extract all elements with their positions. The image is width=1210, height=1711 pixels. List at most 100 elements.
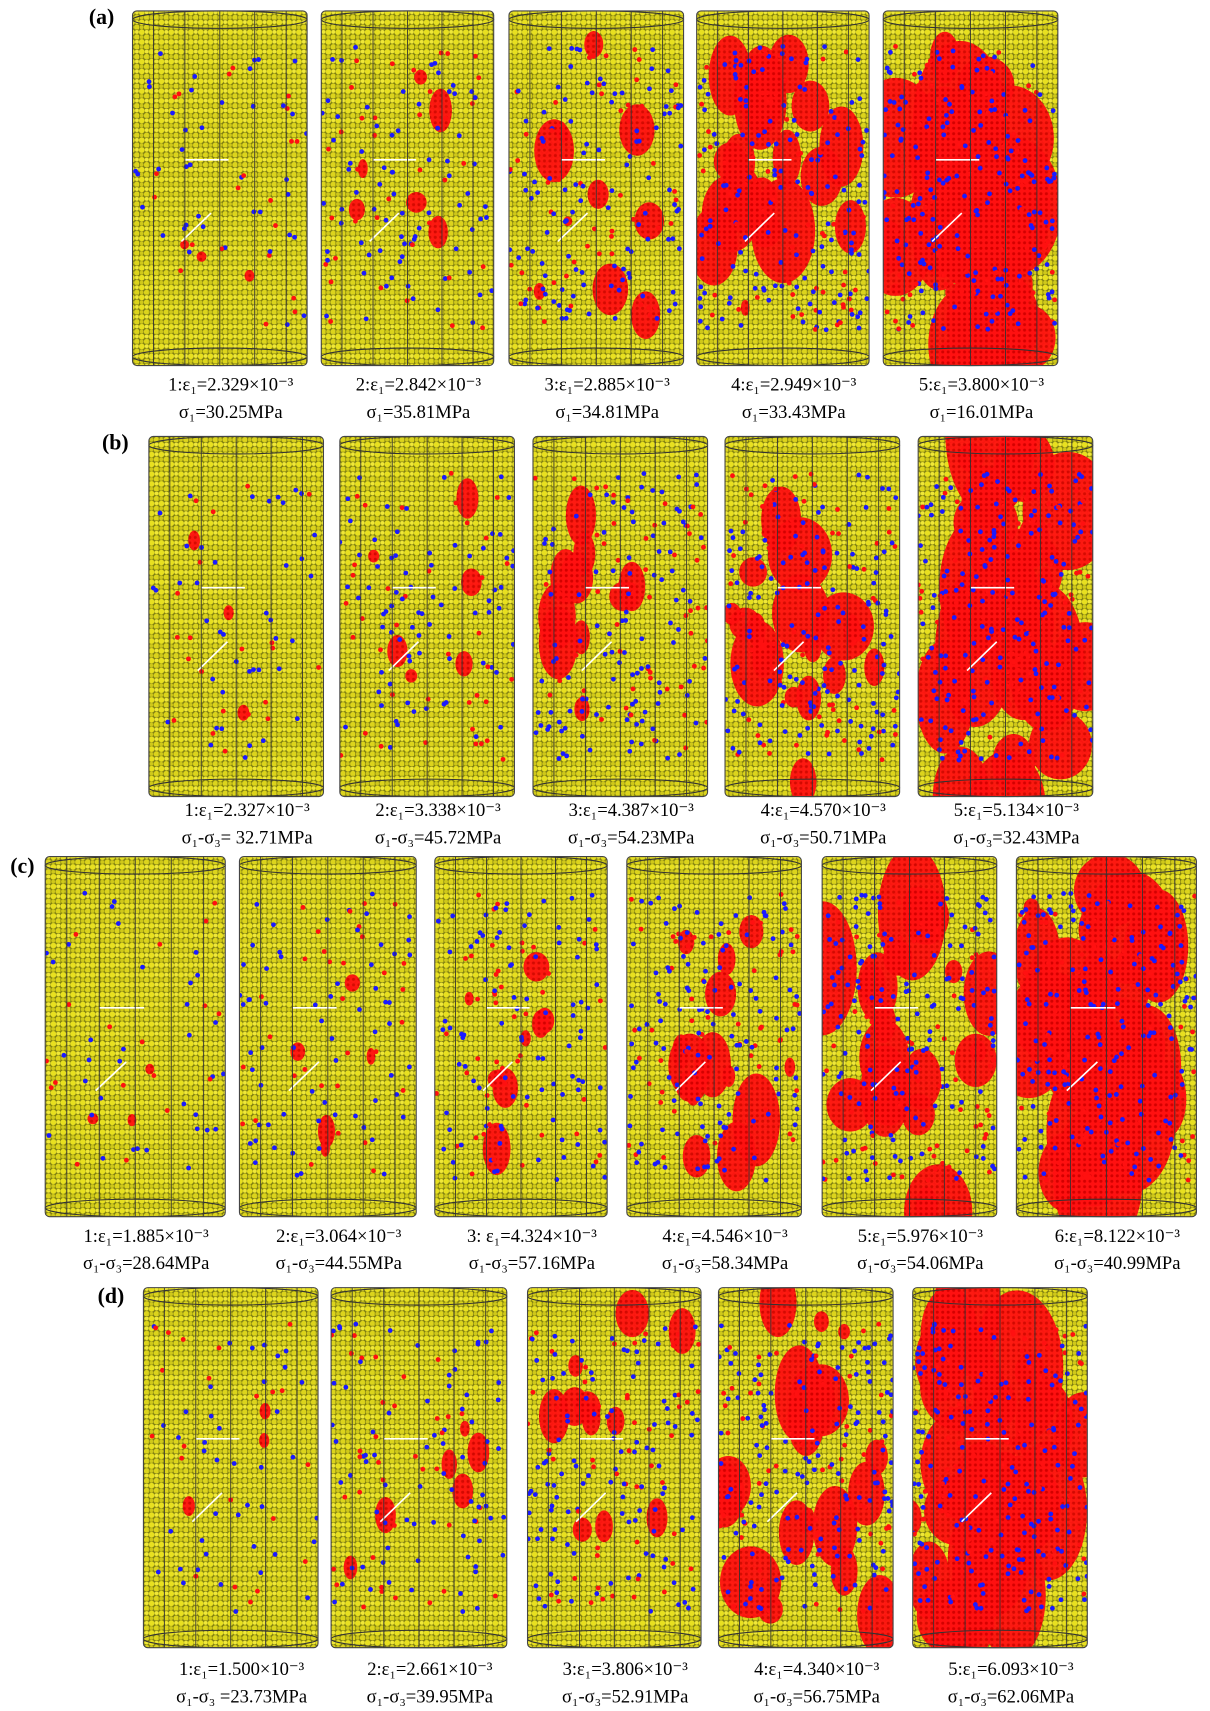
tensile-crack: [373, 1434, 378, 1439]
shear-crack: [972, 641, 977, 646]
shear-crack: [1017, 962, 1022, 967]
shear-crack: [816, 1341, 821, 1346]
shear-crack: [332, 1600, 337, 1605]
tensile-crack: [175, 635, 180, 640]
tensile-crack: [910, 323, 915, 328]
tensile-crack: [140, 1040, 145, 1045]
shear-crack: [829, 238, 834, 243]
shear-crack: [524, 997, 529, 1002]
shear-crack: [789, 56, 794, 61]
shear-crack: [954, 1176, 959, 1181]
shear-crack: [741, 1520, 746, 1525]
shear-crack: [931, 1326, 936, 1331]
shear-crack: [629, 740, 634, 745]
shear-crack: [705, 1134, 710, 1139]
shear-crack: [926, 1598, 931, 1603]
shear-crack: [187, 1033, 192, 1038]
shear-crack: [626, 1520, 631, 1525]
tensile-crack: [1048, 647, 1053, 652]
tensile-crack: [544, 582, 549, 587]
tensile-crack: [901, 297, 906, 302]
tensile-crack: [743, 520, 748, 525]
tensile-crack: [684, 1049, 689, 1054]
damage-zone: [634, 202, 664, 239]
shear-crack: [567, 1044, 572, 1049]
shear-crack: [957, 1170, 962, 1175]
shear-crack: [978, 123, 983, 128]
tensile-crack: [211, 509, 216, 514]
shear-crack: [794, 252, 799, 257]
shear-crack: [324, 314, 329, 319]
tensile-crack: [789, 927, 794, 932]
shear-crack: [907, 271, 912, 276]
tensile-crack: [338, 753, 343, 758]
damage-zone: [406, 192, 427, 213]
shear-crack: [511, 548, 516, 553]
shear-crack: [1076, 1423, 1081, 1428]
shear-crack: [461, 1533, 466, 1538]
shear-crack: [1076, 1351, 1081, 1356]
shear-crack: [670, 569, 675, 574]
shear-crack: [993, 1395, 998, 1400]
shear-crack: [969, 1427, 974, 1432]
tensile-crack: [923, 1489, 928, 1494]
shear-crack: [941, 495, 946, 500]
shear-crack: [765, 1445, 770, 1450]
shear-crack: [975, 324, 980, 329]
tensile-crack: [289, 139, 294, 144]
shear-crack: [565, 1542, 570, 1547]
tensile-crack: [303, 1559, 308, 1564]
shear-crack: [656, 1341, 661, 1346]
specimen: [626, 857, 802, 1217]
shear-crack: [783, 906, 788, 911]
shear-crack: [186, 1166, 191, 1171]
shear-crack: [657, 999, 662, 1004]
shear-crack: [1029, 531, 1034, 536]
shear-crack: [1012, 1566, 1017, 1571]
shear-crack: [866, 1033, 871, 1038]
shear-crack: [958, 754, 963, 759]
shear-crack: [752, 1155, 757, 1160]
tensile-crack: [736, 307, 741, 312]
tensile-crack: [401, 1374, 406, 1379]
tensile-crack: [965, 1526, 970, 1531]
tensile-crack: [935, 1143, 940, 1148]
shear-crack: [418, 1484, 423, 1489]
shear-crack: [1078, 1485, 1083, 1490]
shear-crack: [619, 1449, 624, 1454]
shear-crack: [822, 683, 827, 688]
tensile-crack: [891, 1172, 896, 1177]
shear-crack: [781, 103, 786, 108]
tensile-crack: [591, 54, 596, 59]
shear-crack: [767, 1352, 772, 1357]
shear-crack: [829, 109, 834, 114]
shear-crack: [181, 1102, 186, 1107]
shear-crack: [451, 83, 456, 88]
shear-crack: [646, 175, 651, 180]
shear-crack: [896, 123, 901, 128]
tensile-crack: [757, 1381, 762, 1386]
shear-crack: [717, 1156, 722, 1161]
shear-crack: [315, 1516, 320, 1521]
shear-crack: [882, 1489, 887, 1494]
shear-crack: [895, 189, 900, 194]
shear-crack: [475, 1606, 480, 1611]
tensile-crack: [945, 1513, 950, 1518]
shear-crack: [648, 901, 653, 906]
shear-crack: [370, 1137, 375, 1142]
shear-crack: [1020, 1072, 1025, 1077]
shear-crack: [918, 1598, 923, 1603]
shear-crack: [837, 1406, 842, 1411]
shear-crack: [629, 1003, 634, 1008]
shear-crack: [527, 912, 532, 917]
tensile-crack: [733, 677, 738, 682]
shear-crack: [1004, 182, 1009, 187]
shear-crack: [554, 656, 559, 661]
shear-crack: [407, 914, 412, 919]
tensile-crack: [983, 92, 988, 97]
tensile-crack: [1021, 937, 1026, 942]
shear-crack: [1029, 945, 1034, 950]
shear-crack: [283, 1365, 288, 1370]
tensile-crack: [731, 553, 736, 558]
shear-crack: [801, 630, 806, 635]
